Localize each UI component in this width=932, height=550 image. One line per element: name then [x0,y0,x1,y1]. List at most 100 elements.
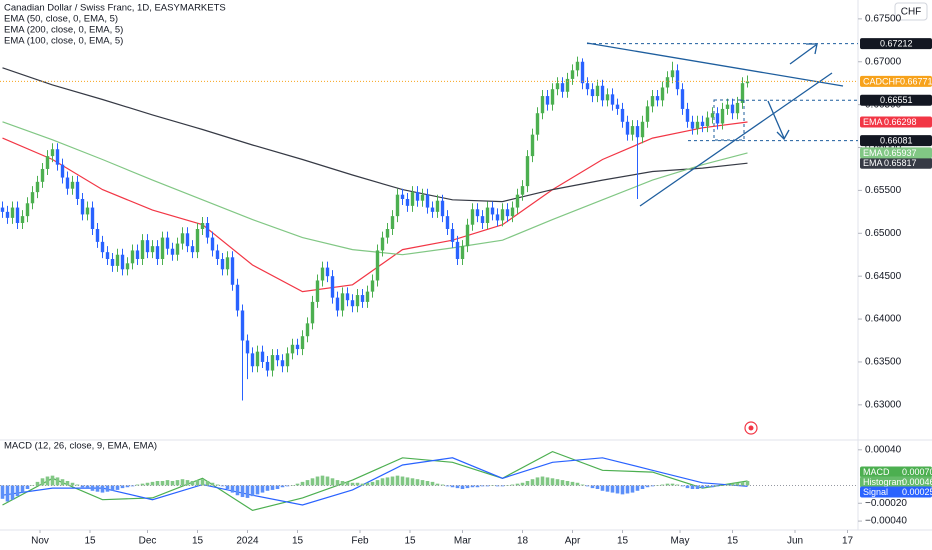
candle-body [265,361,270,371]
arrow-down-head [776,129,790,141]
candle-body [465,224,470,247]
candle-body [0,207,5,212]
candle-body [100,241,105,253]
histogram-bar [105,485,110,492]
histogram-bar [725,484,730,486]
histogram-bar [365,482,370,486]
histogram-bar [90,485,95,491]
candle-body [75,181,80,199]
histogram-bar [440,484,445,486]
candle-body [45,156,50,169]
histogram-bar [695,485,700,490]
x-tick-label: 15 [617,536,629,547]
candle-body [740,83,745,103]
candle-body [125,263,130,270]
candle-body [395,194,400,217]
candle-body [645,106,650,122]
candle-body [420,194,425,201]
histogram-bar [535,477,540,486]
x-tick-label: 15 [84,536,96,547]
candle-body [390,216,395,230]
candle-body [665,77,670,88]
candle-body [20,216,25,224]
histogram-bar [225,485,230,490]
axis-tag-value: 0.65817 [884,158,917,168]
candle-body [630,126,635,135]
axis-tag-name: EMA [863,148,883,158]
candle-body [400,194,405,199]
candle-body [150,246,155,253]
histogram-bar [380,478,385,486]
histogram-bar [665,483,670,486]
candle-body [270,355,275,371]
candle-body [660,87,665,101]
candle-body [535,113,540,135]
candle-body [500,209,505,221]
axis-tag [860,94,932,106]
candle-body [380,237,385,251]
candle-body [230,257,235,285]
histogram-bar [450,485,455,488]
histogram-bar [525,480,530,486]
histogram-bar [320,475,325,486]
axis-tag-value: 0.00046 [902,477,932,487]
candle-body [540,96,545,114]
candle-body [695,121,700,129]
y-tick-label: −0.00020 [865,498,907,509]
histogram-bar [740,481,745,486]
histogram-bar [390,476,395,486]
histogram-bar [160,480,165,486]
axis-tag-value: 0.00025 [902,487,932,497]
histogram-bar [735,482,740,486]
candle-body [345,293,350,301]
candle-body [610,94,615,105]
candle-body [515,194,520,208]
histogram-bar [305,480,310,486]
histogram-bar [180,479,185,486]
candle-body [520,186,525,195]
candle-body [70,181,75,189]
candle-body [565,78,570,92]
candle-body [650,96,655,107]
histogram-bar [0,485,5,499]
histogram-bar [85,485,90,490]
y-tick-label: 0.67500 [865,14,902,25]
candle-body [550,89,555,105]
histogram-bar [635,485,640,491]
axis-tag [860,116,932,128]
x-tick-label: 17 [842,536,854,547]
axis-tag-value: 0.00070 [902,467,932,477]
histogram-bar [80,485,85,488]
histogram-bar [650,485,655,487]
histogram-bar [515,483,520,486]
histogram-bar [195,480,200,486]
histogram-bar [65,480,70,486]
y-tick-label: 0.63000 [865,399,902,410]
histogram-bar [640,485,645,490]
histogram-bar [590,485,595,489]
candle-body [105,252,110,260]
candle-body [355,295,360,307]
histogram-bar [345,481,350,486]
candle-body [745,81,750,84]
candle-body [485,207,490,224]
histogram-bar [335,480,340,486]
currency-label: CHF [901,7,922,18]
histogram-bar [675,484,680,486]
histogram-bar [470,485,475,488]
candle-body [655,96,660,101]
histogram-bar [500,485,505,487]
y-tick-label: 0.64000 [865,314,902,325]
indicator-line [2,67,748,203]
currency-button[interactable] [894,2,928,21]
x-tick-label: 18 [517,536,529,547]
candle-body [350,300,355,307]
candle-body [280,360,285,367]
histogram-bar [330,478,335,486]
histogram-bar [205,480,210,486]
candle-body [5,211,10,218]
histogram-bar [270,485,275,490]
candle-body [455,241,460,260]
candle-body [165,237,170,249]
